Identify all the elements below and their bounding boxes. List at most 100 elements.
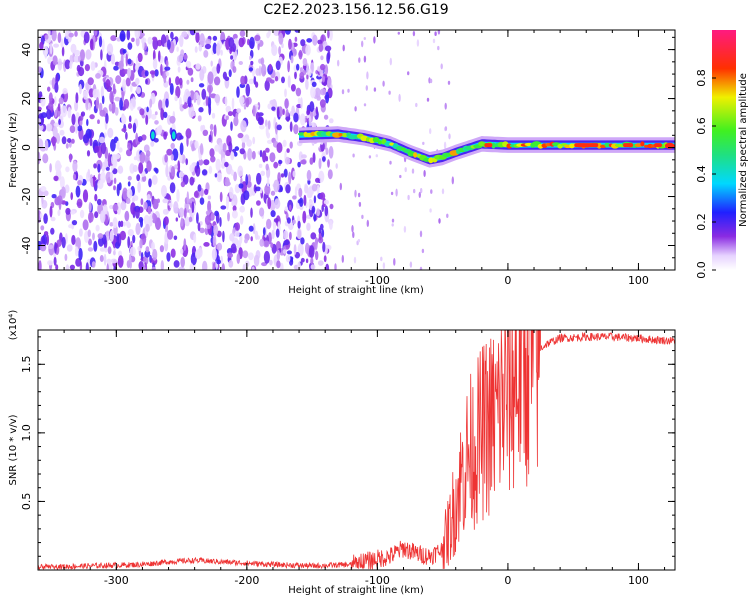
noise-blob [260,57,265,66]
noise-blob [434,31,437,36]
noise-blob [166,148,173,156]
noise-blob [99,255,104,262]
noise-blob [437,30,441,35]
y-tick-label: 1.0 [20,424,33,442]
noise-blob [324,205,329,217]
noise-blob [118,250,123,257]
noise-blob [107,127,114,138]
track-segment [640,141,645,147]
noise-blob [124,210,130,222]
noise-blob [126,188,133,199]
noise-blob [281,43,284,49]
noise-blob [158,50,161,62]
noise-blob [239,215,244,225]
noise-blob [228,260,234,268]
noise-blob [238,37,245,48]
noise-blob [415,102,418,108]
noise-blob [112,203,119,212]
noise-blob [205,38,212,45]
noise-blob [244,238,248,244]
noise-blob [54,242,57,254]
noise-blob [99,109,106,117]
noise-blob [88,238,92,246]
noise-blob [125,77,131,87]
noise-blob [170,248,176,258]
noise-blob [259,124,265,130]
noise-blob [195,63,201,70]
noise-blob [276,142,283,154]
noise-blob [230,151,235,161]
noise-blob [232,33,238,40]
noise-blob [300,39,306,47]
noise-blob [176,189,180,203]
noise-blob [238,183,244,189]
noise-blob [162,209,167,215]
noise-blob [114,96,121,102]
noise-blob [306,109,310,116]
noise-blob [236,108,242,114]
noise-blob [205,210,210,216]
noise-blob [58,118,61,125]
noise-blob [167,229,174,240]
noise-blob [260,170,266,176]
noise-blob [269,79,275,84]
noise-blob [138,162,144,174]
noise-blob [142,175,147,182]
noise-blob [298,151,303,162]
noise-blob [57,103,61,112]
noise-blob [207,195,212,200]
noise-blob [297,229,302,239]
noise-blob [300,237,305,245]
noise-blob [300,159,307,165]
noise-blob [277,172,281,183]
noise-blob [202,260,208,270]
noise-blob [448,133,451,140]
noise-blob [426,97,430,102]
noise-blob [256,172,262,185]
noise-blob [274,76,279,82]
noise-blob [118,147,123,153]
noise-blob [100,86,104,99]
noise-blob [190,77,194,83]
noise-blob [128,115,132,123]
spectrogram-x-axis-label: Height of straight line (km) [288,285,424,296]
noise-blob [48,101,54,111]
noise-blob [57,209,61,217]
noise-blob [314,238,318,251]
noise-blob [258,163,263,168]
noise-blob [135,132,139,145]
noise-blob [50,136,57,145]
spectrogram-y-axis-label: Frequency (Hz) [8,112,19,188]
noise-blob [121,128,127,132]
colorbar-label: Normalized spectral amplitude [738,73,749,227]
noise-blob [194,30,201,33]
noise-blob [98,36,103,48]
noise-blob [420,188,423,194]
noise-blob [251,150,256,160]
noise-blob [260,64,267,77]
noise-blob [319,192,326,200]
noise-blob [104,158,108,168]
noise-blob [40,95,46,107]
noise-blob [276,260,281,269]
noise-blob [317,39,323,45]
noise-blob [358,201,362,207]
noise-blob [290,257,294,263]
noise-blob [154,69,159,77]
noise-blob [135,56,139,68]
noise-blob [365,85,368,91]
noise-blob [65,143,69,149]
noise-blob [203,159,210,166]
noise-blob [97,119,100,124]
track-segment [428,157,434,164]
noise-blob [269,259,273,266]
noise-blob [208,85,212,98]
noise-blob [357,192,361,198]
noise-blob [234,230,240,238]
noise-blob [306,169,312,181]
noise-blob [205,95,209,107]
noise-blob [306,38,313,43]
colorbar-ticks: 0.0 0.2 0.4 0.6 0.8 [695,69,716,279]
noise-blob [282,230,289,240]
noise-blob [198,44,203,52]
